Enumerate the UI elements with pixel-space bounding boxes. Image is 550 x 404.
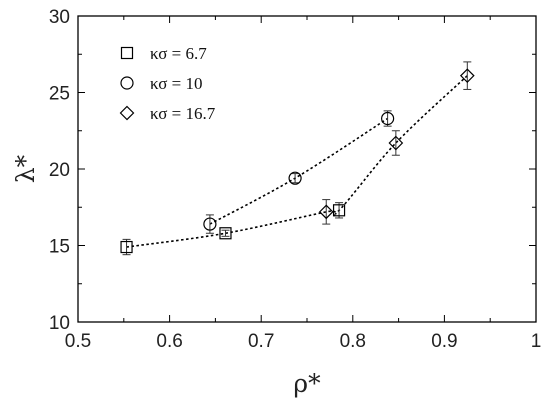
data-points <box>120 61 475 256</box>
legend-item: κσ = 10 <box>120 74 202 93</box>
x-tick-label: 0.7 <box>248 331 274 352</box>
diamond-marker <box>459 68 475 84</box>
fit-curve-0 <box>126 75 468 248</box>
square-marker <box>219 227 232 240</box>
data-point <box>120 238 133 256</box>
y-tick-label: 10 <box>49 313 70 334</box>
series-0 <box>120 202 346 256</box>
series-1 <box>203 110 395 234</box>
data-point <box>288 171 302 185</box>
x-tick-label: 0.8 <box>340 331 366 352</box>
square-marker <box>120 240 133 254</box>
data-point <box>332 202 346 219</box>
diamond-marker <box>318 204 334 220</box>
legend: κσ = 6.7 κσ = 10 κσ = 16.7 <box>119 44 216 123</box>
y-tick-label: 25 <box>49 84 70 105</box>
axes: 0.5 0.6 0.7 0.8 0.9 1 10 15 20 25 30 <box>49 7 541 352</box>
x-tick-label: 1 <box>531 331 542 352</box>
data-point <box>388 130 404 156</box>
legend-circle-marker <box>120 76 134 90</box>
fit-curve-1 <box>209 117 389 225</box>
legend-label: κσ = 6.7 <box>150 44 207 63</box>
y-tick-label: 15 <box>49 237 70 258</box>
legend-item: κσ = 6.7 <box>120 44 207 63</box>
circle-marker <box>381 111 395 126</box>
series-2 <box>318 61 475 225</box>
y-tick-label: 30 <box>49 7 70 28</box>
fit-curves <box>126 75 468 248</box>
data-point <box>203 214 217 234</box>
circle-marker <box>203 217 217 231</box>
legend-label: κσ = 10 <box>150 74 202 93</box>
circle-marker <box>288 171 302 185</box>
data-point <box>318 199 334 225</box>
legend-square-marker <box>120 46 134 60</box>
diamond-marker <box>388 135 404 151</box>
y-tick-label: 20 <box>49 160 70 181</box>
data-point <box>219 227 232 240</box>
data-point <box>459 61 475 90</box>
legend-label: κσ = 16.7 <box>150 104 216 123</box>
data-point <box>381 110 395 127</box>
legend-diamond-marker <box>119 105 135 121</box>
x-axis-label: ρ* <box>293 369 321 398</box>
square-marker <box>332 204 346 217</box>
legend-item: κσ = 16.7 <box>119 104 216 123</box>
x-tick-label: 0.9 <box>431 331 457 352</box>
y-axis-label: λ* <box>11 154 40 183</box>
x-tick-label: 0.5 <box>65 331 91 352</box>
x-tick-label: 0.6 <box>156 331 182 352</box>
